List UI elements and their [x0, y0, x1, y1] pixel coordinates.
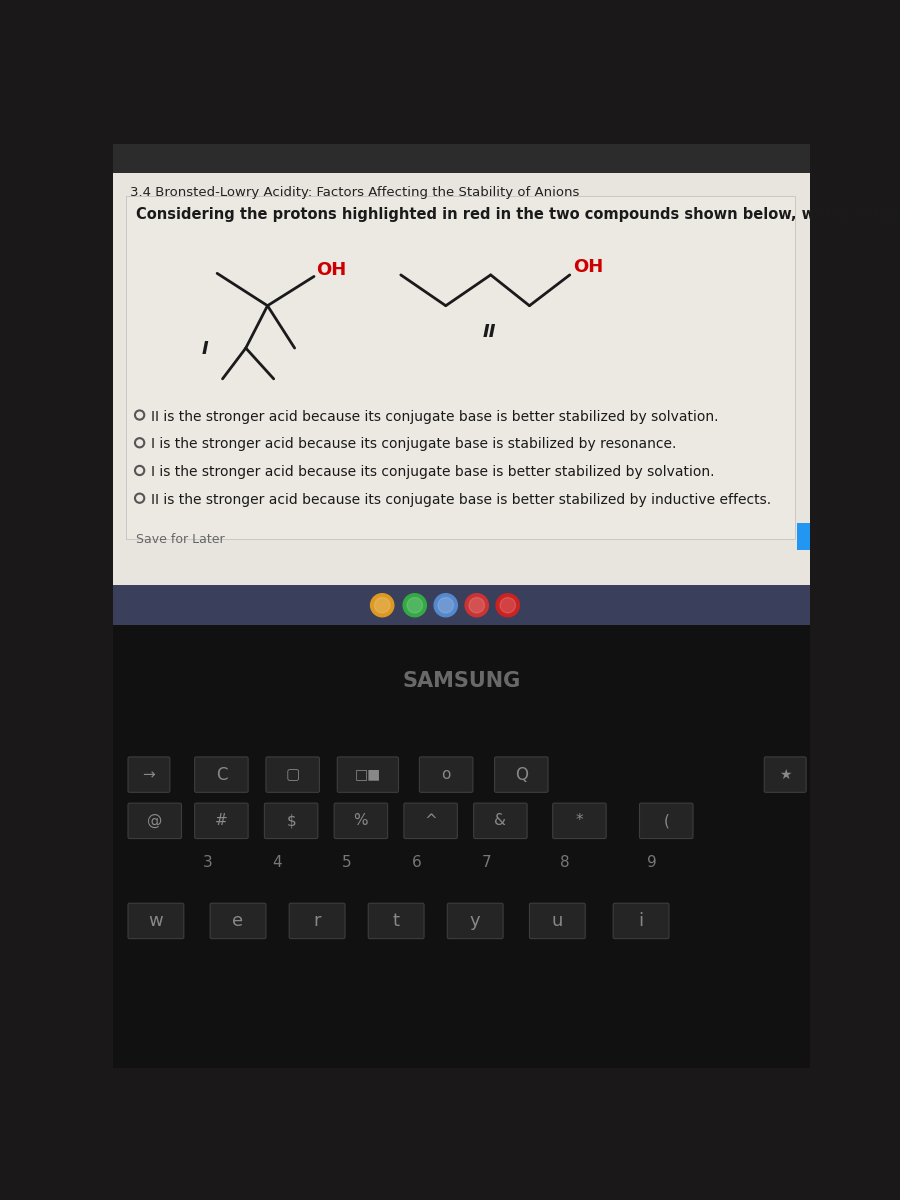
Text: Q: Q	[515, 766, 527, 784]
Text: &: &	[494, 814, 507, 828]
FancyBboxPatch shape	[112, 144, 810, 173]
Text: I is the stronger acid because its conjugate base is better stabilized by solvat: I is the stronger acid because its conju…	[151, 466, 715, 479]
Text: 7: 7	[482, 854, 491, 870]
Text: o: o	[441, 767, 451, 782]
Text: u: u	[552, 912, 563, 930]
Text: ^: ^	[424, 814, 437, 828]
FancyBboxPatch shape	[128, 757, 170, 792]
FancyBboxPatch shape	[334, 803, 388, 839]
Circle shape	[403, 594, 427, 617]
Text: 6: 6	[411, 854, 421, 870]
Text: 3: 3	[202, 854, 212, 870]
Text: →: →	[142, 767, 156, 782]
Text: e: e	[232, 912, 244, 930]
FancyBboxPatch shape	[194, 803, 248, 839]
FancyBboxPatch shape	[112, 173, 810, 586]
FancyBboxPatch shape	[640, 803, 693, 839]
Text: #: #	[215, 814, 228, 828]
FancyBboxPatch shape	[289, 904, 345, 938]
Text: Considering the protons highlighted in red in the two compounds shown below, whi: Considering the protons highlighted in r…	[136, 208, 900, 222]
FancyBboxPatch shape	[796, 523, 810, 550]
Text: II: II	[483, 323, 497, 341]
Text: 9: 9	[647, 854, 657, 870]
FancyBboxPatch shape	[265, 803, 318, 839]
Circle shape	[407, 598, 422, 613]
Text: t: t	[392, 912, 400, 930]
Text: w: w	[148, 912, 163, 930]
Text: r: r	[313, 912, 321, 930]
Circle shape	[469, 598, 484, 613]
Circle shape	[374, 598, 390, 613]
Text: ▢: ▢	[285, 767, 300, 782]
FancyBboxPatch shape	[368, 904, 424, 938]
FancyBboxPatch shape	[128, 803, 182, 839]
FancyBboxPatch shape	[194, 757, 248, 792]
Text: i: i	[638, 912, 644, 930]
Circle shape	[434, 594, 457, 617]
FancyBboxPatch shape	[404, 803, 457, 839]
FancyBboxPatch shape	[128, 904, 184, 938]
Text: @: @	[147, 814, 162, 828]
Text: Save for Later: Save for Later	[136, 533, 224, 546]
Text: C: C	[216, 766, 227, 784]
Text: OH: OH	[573, 258, 604, 276]
Text: I: I	[202, 341, 209, 359]
FancyBboxPatch shape	[529, 904, 585, 938]
FancyBboxPatch shape	[764, 757, 806, 792]
Circle shape	[465, 594, 489, 617]
Text: II is the stronger acid because its conjugate base is better stabilized by induc: II is the stronger acid because its conj…	[151, 493, 771, 506]
FancyBboxPatch shape	[447, 904, 503, 938]
Text: (: (	[663, 814, 670, 828]
FancyBboxPatch shape	[112, 625, 810, 1068]
Text: 4: 4	[272, 854, 282, 870]
FancyBboxPatch shape	[266, 757, 320, 792]
Circle shape	[496, 594, 519, 617]
Text: 3.4 Bronsted-Lowry Acidity: Factors Affecting the Stability of Anions: 3.4 Bronsted-Lowry Acidity: Factors Affe…	[130, 186, 579, 198]
Text: ★: ★	[779, 768, 791, 781]
Text: *: *	[576, 814, 583, 828]
FancyBboxPatch shape	[613, 904, 669, 938]
Text: II is the stronger acid because its conjugate base is better stabilized by solva: II is the stronger acid because its conj…	[151, 409, 719, 424]
Text: SAMSUNG: SAMSUNG	[402, 672, 520, 691]
Text: OH: OH	[316, 262, 346, 280]
Circle shape	[500, 598, 516, 613]
Circle shape	[371, 594, 394, 617]
FancyBboxPatch shape	[211, 904, 266, 938]
Text: I is the stronger acid because its conjugate base is stabilized by resonance.: I is the stronger acid because its conju…	[151, 437, 677, 451]
FancyBboxPatch shape	[419, 757, 472, 792]
Text: 8: 8	[561, 854, 570, 870]
Circle shape	[438, 598, 454, 613]
FancyBboxPatch shape	[112, 586, 810, 625]
FancyBboxPatch shape	[338, 757, 399, 792]
Text: $: $	[286, 814, 296, 828]
FancyBboxPatch shape	[126, 197, 795, 539]
FancyBboxPatch shape	[553, 803, 607, 839]
Text: □■: □■	[355, 768, 381, 781]
Text: y: y	[470, 912, 481, 930]
FancyBboxPatch shape	[473, 803, 527, 839]
Text: %: %	[354, 814, 368, 828]
Text: 5: 5	[342, 854, 352, 870]
FancyBboxPatch shape	[495, 757, 548, 792]
